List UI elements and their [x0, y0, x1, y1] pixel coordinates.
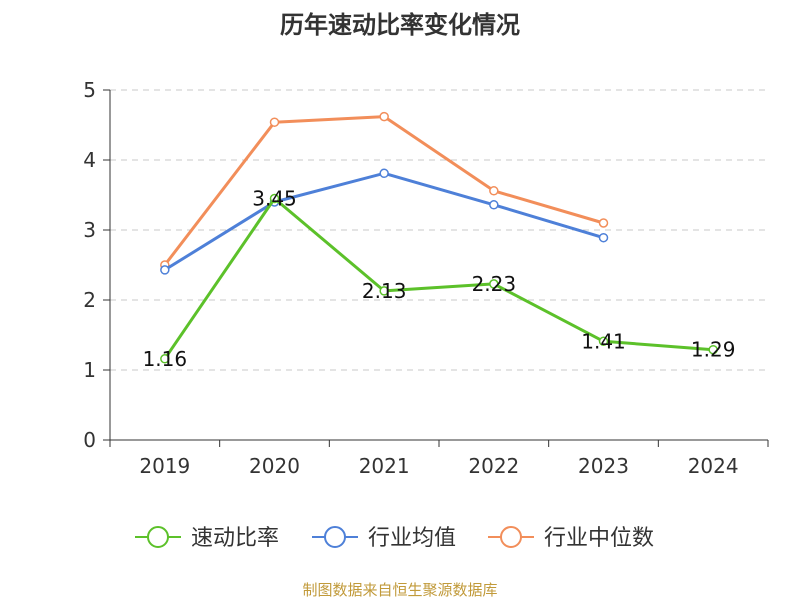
legend-label: 行业中位数 [544, 526, 654, 551]
data-point [598, 336, 609, 347]
data-point [489, 279, 499, 289]
x-tick-label: 2022 [468, 454, 519, 478]
x-tick-label: 2023 [578, 454, 629, 478]
y-tick-label: 2 [83, 288, 96, 312]
data-label: 1.16 [143, 347, 188, 371]
data-label: 2.23 [472, 272, 517, 296]
chart-title: 历年速动比率变化情况 [280, 11, 520, 39]
legend-label: 行业均值 [368, 526, 456, 551]
y-tick-label: 1 [83, 358, 96, 382]
legend-item: 行业中位数 [488, 526, 654, 551]
y-tick-label: 3 [83, 218, 96, 242]
data-labels: 1.16 3.45 2.13 2.23 1.41 1.29 [143, 187, 736, 371]
grid [110, 89, 768, 371]
data-point [269, 117, 280, 127]
x-tick-label: 2019 [139, 454, 190, 478]
source-note: 制图数据来自恒生聚源数据库 [302, 581, 497, 599]
legend: 速动比率 行业均值 行业中位数 [135, 526, 654, 551]
x-tick-label: 2020 [249, 454, 300, 478]
legend-label: 速动比率 [191, 526, 279, 551]
data-point [598, 232, 609, 243]
data-point [379, 286, 389, 296]
y-tick-label: 5 [83, 78, 96, 102]
data-point [598, 218, 609, 228]
data-point [489, 186, 499, 196]
y-tick-label: 4 [83, 148, 96, 172]
series-line [164, 171, 604, 272]
data-label: 1.29 [691, 338, 736, 362]
data-label: 2.13 [362, 279, 407, 303]
series-layer [160, 111, 718, 364]
data-point [489, 200, 499, 210]
y-tick-label: 0 [83, 428, 96, 452]
x-tick-label: 2021 [359, 454, 410, 478]
legend-item: 行业均值 [312, 526, 456, 551]
axes: 0 1 2 3 4 5 2019 2020 2021 2022 2023 2024 [83, 78, 769, 478]
data-point [160, 265, 170, 275]
x-tick-label: 2024 [688, 454, 739, 478]
legend-marker [324, 526, 346, 548]
legend-item: 速动比率 [135, 526, 279, 551]
data-point [379, 168, 389, 179]
data-point [708, 344, 718, 355]
data-point [269, 193, 280, 204]
data-label: 1.41 [581, 329, 626, 353]
series-line [163, 115, 604, 266]
data-point [160, 354, 170, 364]
series-line [163, 197, 714, 360]
data-label: 3.45 [252, 187, 297, 211]
data-point [379, 111, 389, 122]
legend-marker [147, 526, 169, 548]
legend-marker [500, 526, 522, 548]
